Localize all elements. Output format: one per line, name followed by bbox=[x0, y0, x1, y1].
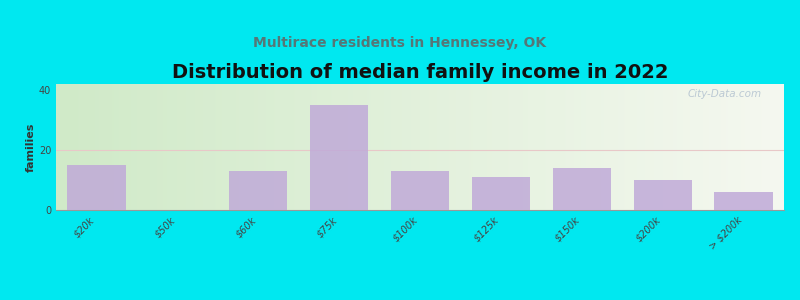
Bar bbox=[472, 177, 530, 210]
Bar bbox=[67, 165, 126, 210]
Bar bbox=[634, 180, 692, 210]
Bar bbox=[310, 105, 368, 210]
Bar bbox=[714, 192, 773, 210]
Bar bbox=[229, 171, 287, 210]
Text: Multirace residents in Hennessey, OK: Multirace residents in Hennessey, OK bbox=[254, 36, 546, 50]
Y-axis label: families: families bbox=[26, 122, 36, 172]
Bar bbox=[391, 171, 449, 210]
Bar bbox=[553, 168, 611, 210]
Title: Distribution of median family income in 2022: Distribution of median family income in … bbox=[172, 63, 668, 82]
Text: City-Data.com: City-Data.com bbox=[688, 89, 762, 99]
